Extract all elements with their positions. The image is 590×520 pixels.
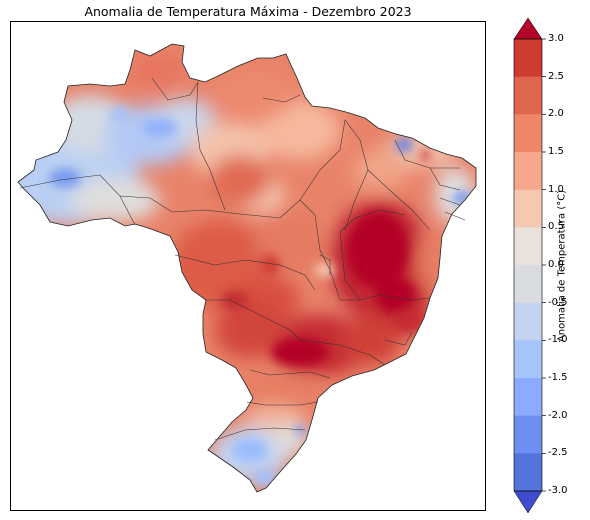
- colorbar: [513, 17, 546, 514]
- colorbar-tick-label: -0.5: [548, 296, 568, 308]
- colorbar-tick-label: -2.0: [548, 409, 568, 421]
- colorbar-tick-label: 2.5: [548, 70, 564, 82]
- map-title: Anomalia de Temperatura Máxima - Dezembr…: [84, 4, 412, 19]
- colorbar-segments: [514, 39, 542, 492]
- colorbar-tick-label: 2.0: [548, 108, 564, 120]
- colorbar-segment: [514, 415, 542, 454]
- colorbar-segment: [514, 302, 542, 341]
- colorbar-ticks: [542, 38, 546, 492]
- colorbar-tick-label: -3.0: [548, 485, 568, 496]
- colorbar-segment: [514, 227, 542, 266]
- colorbar-segment: [514, 152, 542, 191]
- colorbar-extend-bottom: [513, 490, 543, 514]
- colorbar-tick-label: 3.0: [548, 33, 564, 44]
- colorbar-tick-label: 0.0: [548, 259, 564, 270]
- colorbar-label: Anomalia de Temperatura (°C): [556, 189, 568, 343]
- colorbar-tick-label: -2.5: [548, 447, 568, 459]
- colorbar-tick-label: 0.5: [548, 221, 564, 233]
- country-border: [17, 43, 477, 493]
- colorbar-segment: [514, 76, 542, 115]
- colorbar-extend-top: [513, 17, 543, 40]
- colorbar-segment: [514, 378, 542, 417]
- state-borders: [19, 77, 466, 441]
- colorbar-tick-label: -1.5: [548, 372, 568, 383]
- colorbar-tick-label: 1.5: [548, 146, 564, 157]
- colorbar-tick-label: -1.0: [548, 334, 568, 346]
- colorbar-segment: [514, 189, 542, 228]
- colorbar-segment: [514, 453, 542, 492]
- colorbar-segment: [514, 340, 542, 379]
- colorbar-segment: [514, 39, 542, 78]
- colorbar-tick-label: 1.0: [548, 183, 564, 195]
- colorbar-segment: [514, 265, 542, 304]
- colorbar-segment: [514, 114, 542, 153]
